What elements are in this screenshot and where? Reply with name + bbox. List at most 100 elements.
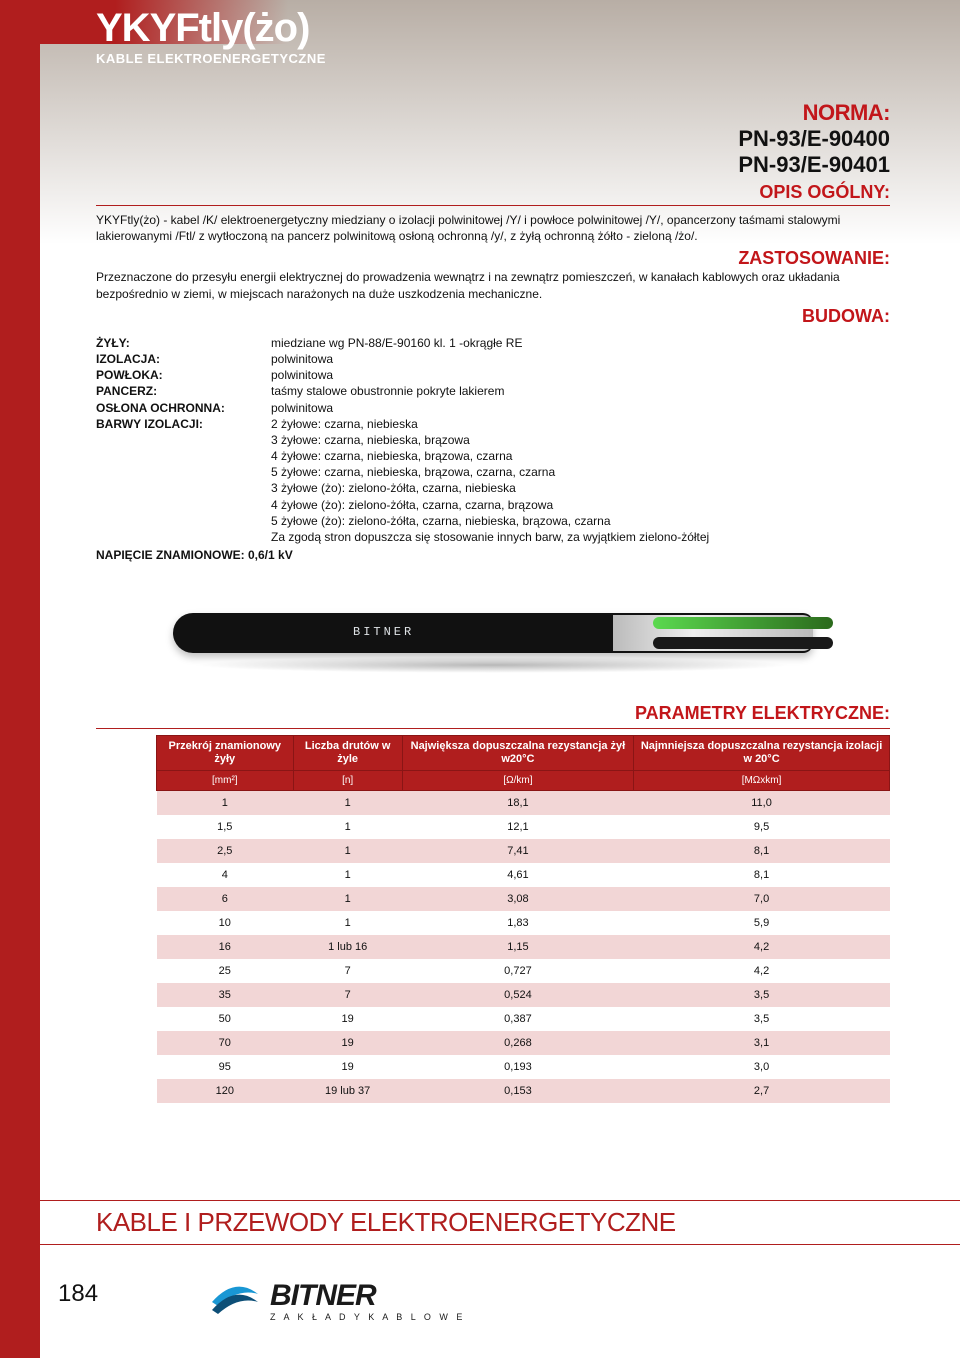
table-cell: 1,5 (157, 815, 294, 839)
spec-label: ŻYŁY: (96, 335, 271, 351)
table-cell: 5,9 (634, 911, 890, 935)
unit-mm2: [mm²] (157, 770, 294, 791)
col-rez-zyl: Największa dopuszczalna rezystancja żył … (402, 736, 633, 770)
table-cell: 120 (157, 1079, 294, 1103)
table-cell: 3,5 (634, 1007, 890, 1031)
unit-mohm-km: [MΩxkm] (634, 770, 890, 791)
table-cell: 3,0 (634, 1055, 890, 1079)
page-root: YKYFtly(żo) KABLE ELEKTROENERGETYCZNE NO… (0, 0, 960, 1358)
unit-n: [n] (293, 770, 402, 791)
table-cell: 4,2 (634, 935, 890, 959)
table-row: 95190,1933,0 (157, 1055, 890, 1079)
content: NORMA: PN-93/E-90400 PN-93/E-90401 OPIS … (96, 100, 890, 1103)
table-row: 3570,5243,5 (157, 983, 890, 1007)
table-cell: 6 (157, 887, 294, 911)
spec-label: OSŁONA OCHRONNA: (96, 400, 271, 416)
budowa-label: BUDOWA: (96, 306, 890, 327)
table-cell: 9,5 (634, 815, 890, 839)
table-cell: 7 (293, 959, 402, 983)
table-row: 613,087,0 (157, 887, 890, 911)
table-row: 50190,3873,5 (157, 1007, 890, 1031)
table-cell: 19 (293, 1055, 402, 1079)
table-cell: 10 (157, 911, 294, 935)
spec-row: IZOLACJA:polwinitowa (96, 351, 890, 367)
col-liczba: Liczba drutów w żyle (293, 736, 402, 770)
table-cell: 16 (157, 935, 294, 959)
cable-illustration: BITNER (173, 603, 813, 663)
spec-val: polwinitowa (271, 367, 890, 383)
spec-val: 4 żyłowe (żo): zielono-żółta, czarna, cz… (271, 497, 890, 513)
spec-val: 5 żyłowe (żo): zielono-żółta, czarna, ni… (271, 513, 890, 529)
zastosowanie-label: ZASTOSOWANIE: (96, 248, 890, 269)
table-row: 2570,7274,2 (157, 959, 890, 983)
spec-val: Za zgodą stron dopuszcza się stosowanie … (271, 529, 890, 545)
spec-label: IZOLACJA: (96, 351, 271, 367)
spec-row: 5 żyłowe (żo): zielono-żółta, czarna, ni… (96, 513, 890, 529)
table-cell: 0,524 (402, 983, 633, 1007)
table-cell: 19 (293, 1031, 402, 1055)
logo: BITNER Z A K Ł A D Y K A B L O W E (210, 1281, 465, 1322)
table-cell: 0,727 (402, 959, 633, 983)
table-cell: 8,1 (634, 839, 890, 863)
table-cell: 7,0 (634, 887, 890, 911)
table-row: 1011,835,9 (157, 911, 890, 935)
table-row: 70190,2683,1 (157, 1031, 890, 1055)
spec-val: 2 żyłowe: czarna, niebieska (271, 416, 890, 432)
norma-code-0: PN-93/E-90400 (96, 126, 890, 152)
table-cell: 19 lub 37 (293, 1079, 402, 1103)
logo-text: BITNER Z A K Ł A D Y K A B L O W E (270, 1281, 465, 1322)
logo-sub: Z A K Ł A D Y K A B L O W E (270, 1313, 465, 1322)
table-cell: 19 (293, 1007, 402, 1031)
table-cell: 12,1 (402, 815, 633, 839)
parameters-table: Przekrój znamionowy żyły Liczba drutów w… (156, 735, 890, 1103)
table-cell: 1,15 (402, 935, 633, 959)
table-cell: 50 (157, 1007, 294, 1031)
table-cell: 8,1 (634, 863, 890, 887)
spec-val: 3 żyłowe (żo): zielono-żółta, czarna, ni… (271, 480, 890, 496)
table-cell: 11,0 (634, 791, 890, 816)
spec-val: 4 żyłowe: czarna, niebieska, brązowa, cz… (271, 448, 890, 464)
spec-row: Za zgodą stron dopuszcza się stosowanie … (96, 529, 890, 545)
napiecie: NAPIĘCIE ZNAMIONOWE: 0,6/1 kV (96, 547, 890, 563)
table-cell: 2,5 (157, 839, 294, 863)
zastosowanie-text: Przeznaczone do przesyłu energii elektry… (96, 269, 890, 301)
col-rez-izol: Najmniejsza dopuszczalna rezystancja izo… (634, 736, 890, 770)
spec-val: miedziane wg PN-88/E-90160 kl. 1 -okrągł… (271, 335, 890, 351)
red-side-bar (0, 0, 40, 1358)
footer-band: KABLE I PRZEWODY ELEKTROENERGETYCZNE (40, 1200, 960, 1245)
table-cell: 7 (293, 983, 402, 1007)
table-cell: 1 lub 16 (293, 935, 402, 959)
table-row: 161 lub 161,154,2 (157, 935, 890, 959)
product-code: YKYFtly(żo) (96, 6, 326, 51)
spec-row: 3 żyłowe (żo): zielono-żółta, czarna, ni… (96, 480, 890, 496)
product-subtitle: KABLE ELEKTROENERGETYCZNE (96, 51, 326, 66)
spec-row: 4 żyłowe (żo): zielono-żółta, czarna, cz… (96, 497, 890, 513)
spec-row: PANCERZ:taśmy stalowe obustronnie pokryt… (96, 383, 890, 399)
table-cell: 18,1 (402, 791, 633, 816)
spec-row: 4 żyłowe: czarna, niebieska, brązowa, cz… (96, 448, 890, 464)
spec-row: 5 żyłowe: czarna, niebieska, brązowa, cz… (96, 464, 890, 480)
table-cell: 0,153 (402, 1079, 633, 1103)
page-number: 184 (58, 1280, 98, 1308)
col-przekroj: Przekrój znamionowy żyły (157, 736, 294, 770)
table-cell: 1 (293, 887, 402, 911)
spec-val: 5 żyłowe: czarna, niebieska, brązowa, cz… (271, 464, 890, 480)
table-row: 12019 lub 370,1532,7 (157, 1079, 890, 1103)
table-cell: 0,268 (402, 1031, 633, 1055)
cable-brand-text: BITNER (353, 625, 414, 639)
unit-ohm-km: [Ω/km] (402, 770, 633, 791)
table-row: 2,517,418,1 (157, 839, 890, 863)
title-bar: YKYFtly(żo) KABLE ELEKTROENERGETYCZNE (96, 6, 326, 66)
spec-val: polwinitowa (271, 351, 890, 367)
table-cell: 2,7 (634, 1079, 890, 1103)
footer-title: KABLE I PRZEWODY ELEKTROENERGETYCZNE (96, 1207, 960, 1238)
table-head: Przekrój znamionowy żyły Liczba drutów w… (157, 736, 890, 791)
table-cell: 4,2 (634, 959, 890, 983)
table-row: 414,618,1 (157, 863, 890, 887)
table-cell: 70 (157, 1031, 294, 1055)
opis-text: YKYFtly(żo) - kabel /K/ elektroenergetyc… (96, 212, 890, 244)
logo-name: BITNER (270, 1281, 465, 1311)
cable-wire-green (653, 617, 833, 629)
table-cell: 3,1 (634, 1031, 890, 1055)
table-cell: 1 (157, 791, 294, 816)
